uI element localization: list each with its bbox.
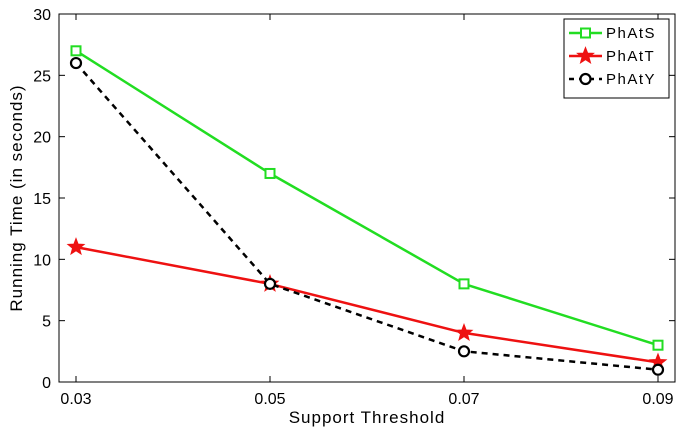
series-line bbox=[75, 245, 659, 364]
data-point bbox=[264, 167, 276, 179]
y-tick-label: 10 bbox=[33, 252, 51, 269]
y-tick-label: 5 bbox=[42, 314, 51, 331]
legend-label: PhAtT bbox=[606, 48, 655, 65]
data-point bbox=[651, 363, 665, 376]
series-PhAtT bbox=[66, 237, 668, 371]
data-point bbox=[263, 277, 277, 290]
legend-label: PhAtS bbox=[606, 25, 656, 42]
x-tick-label: 0.09 bbox=[642, 391, 673, 408]
x-axis-label: Support Threshold bbox=[289, 408, 446, 427]
y-axis: 0 5 10 15 20 25 30 bbox=[33, 7, 675, 392]
data-point bbox=[457, 345, 471, 358]
y-tick-label: 30 bbox=[33, 7, 51, 24]
x-axis: 0.03 0.05 0.07 0.09 bbox=[60, 14, 674, 408]
legend: PhAtS PhAtT PhAtY bbox=[563, 18, 670, 99]
series-line bbox=[75, 62, 659, 371]
legend-item: PhAtY bbox=[569, 71, 656, 88]
x-tick-label: 0.05 bbox=[254, 391, 285, 408]
legend-marker bbox=[576, 46, 595, 65]
y-tick-label: 20 bbox=[33, 130, 51, 147]
x-tick-label: 0.03 bbox=[60, 391, 91, 408]
series-PhAtY bbox=[69, 56, 665, 376]
legend-label: PhAtY bbox=[606, 71, 656, 88]
data-point bbox=[458, 278, 470, 290]
data-point bbox=[66, 237, 86, 256]
x-tick-label: 0.07 bbox=[448, 391, 479, 408]
y-axis-label: Running Time (in seconds) bbox=[7, 84, 26, 311]
legend-item: PhAtT bbox=[569, 46, 655, 65]
legend-item: PhAtS bbox=[569, 25, 656, 42]
y-tick-label: 0 bbox=[42, 375, 51, 392]
series-PhAtS bbox=[70, 45, 664, 351]
legend-marker bbox=[579, 72, 592, 86]
data-point bbox=[454, 323, 474, 341]
series-layer bbox=[66, 45, 668, 376]
legend-marker bbox=[580, 27, 591, 39]
y-tick-label: 15 bbox=[33, 191, 51, 208]
data-point bbox=[70, 45, 82, 57]
series-line bbox=[75, 49, 659, 347]
y-tick-label: 25 bbox=[33, 68, 51, 85]
data-point bbox=[652, 339, 664, 351]
data-point bbox=[69, 56, 83, 70]
